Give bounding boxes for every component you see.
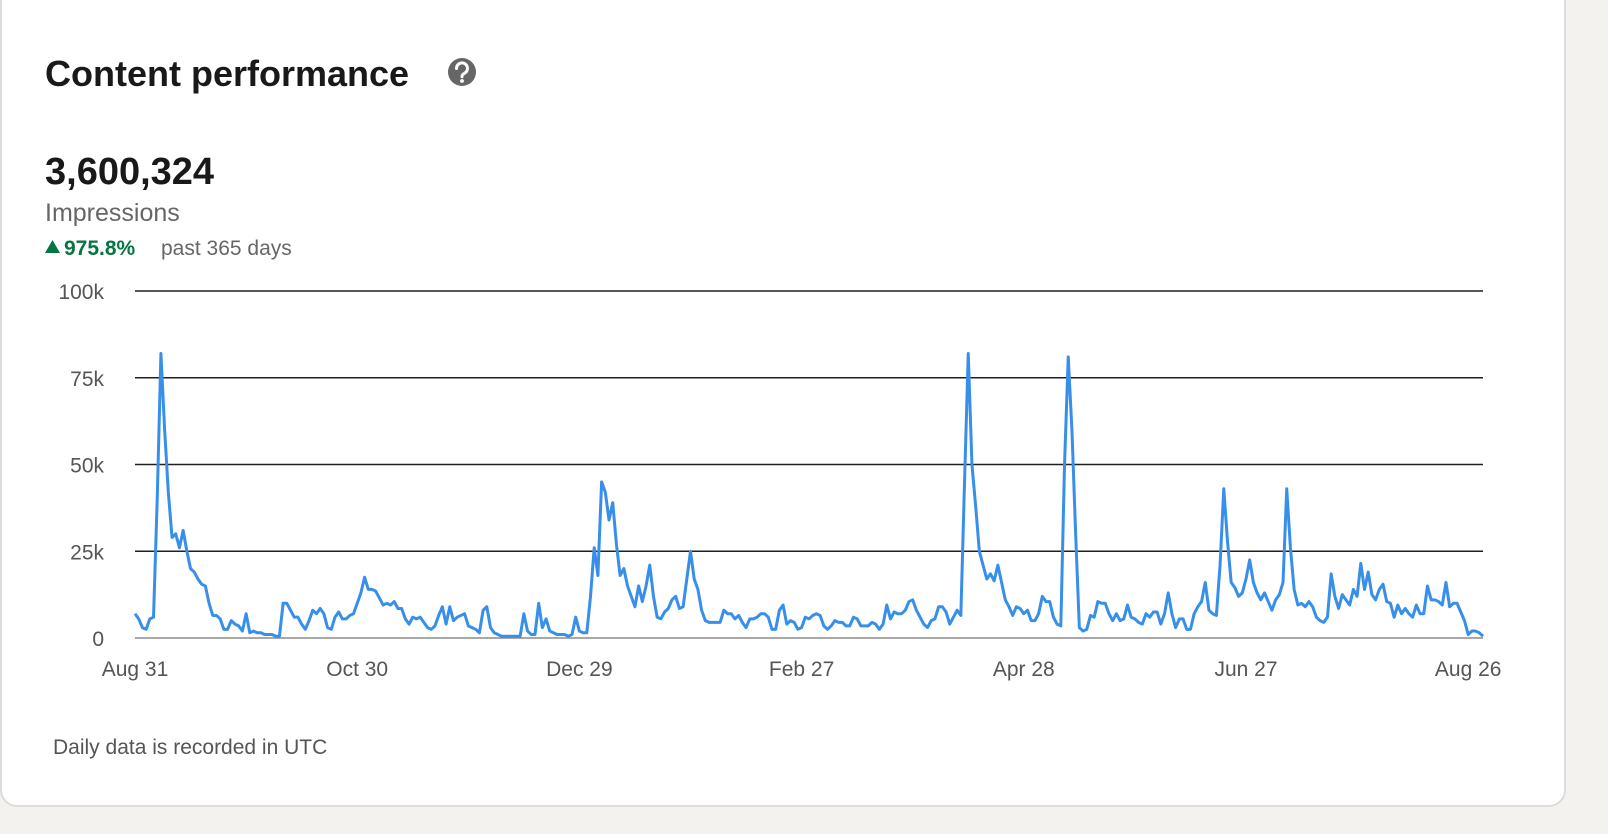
card-title: Content performance — [45, 53, 409, 94]
y-tick-label: 0 — [92, 628, 104, 651]
up-arrow — [45, 240, 60, 253]
x-tick-label: Oct 30 — [326, 658, 388, 681]
y-tick-label: 75k — [70, 368, 104, 391]
metric-period: past 365 days — [161, 237, 292, 260]
help-glyph[interactable] — [454, 61, 469, 79]
y-tick-label: 100k — [58, 281, 104, 304]
card — [0, 0, 1566, 807]
data-line — [133, 351, 1485, 638]
x-tick-label: Apr 28 — [993, 658, 1055, 681]
metric-value: 3,600,324 — [45, 151, 214, 193]
metric-label: Impressions — [45, 199, 180, 227]
x-tick-label: Aug 26 — [1435, 658, 1502, 681]
y-tick-label: 50k — [70, 455, 104, 478]
x-tick-label: Jun 27 — [1214, 658, 1277, 681]
footnote: Daily data is recorded in UTC — [53, 736, 327, 759]
y-tick-label: 25k — [70, 541, 104, 564]
metric-change: 975.8% — [64, 237, 136, 260]
help-icon[interactable] — [448, 58, 476, 86]
help-circle[interactable] — [448, 58, 476, 86]
x-tick-label: Aug 31 — [102, 658, 169, 681]
x-tick-label: Feb 27 — [769, 658, 834, 681]
help-dot[interactable] — [460, 79, 464, 83]
x-tick-label: Dec 29 — [546, 658, 613, 681]
